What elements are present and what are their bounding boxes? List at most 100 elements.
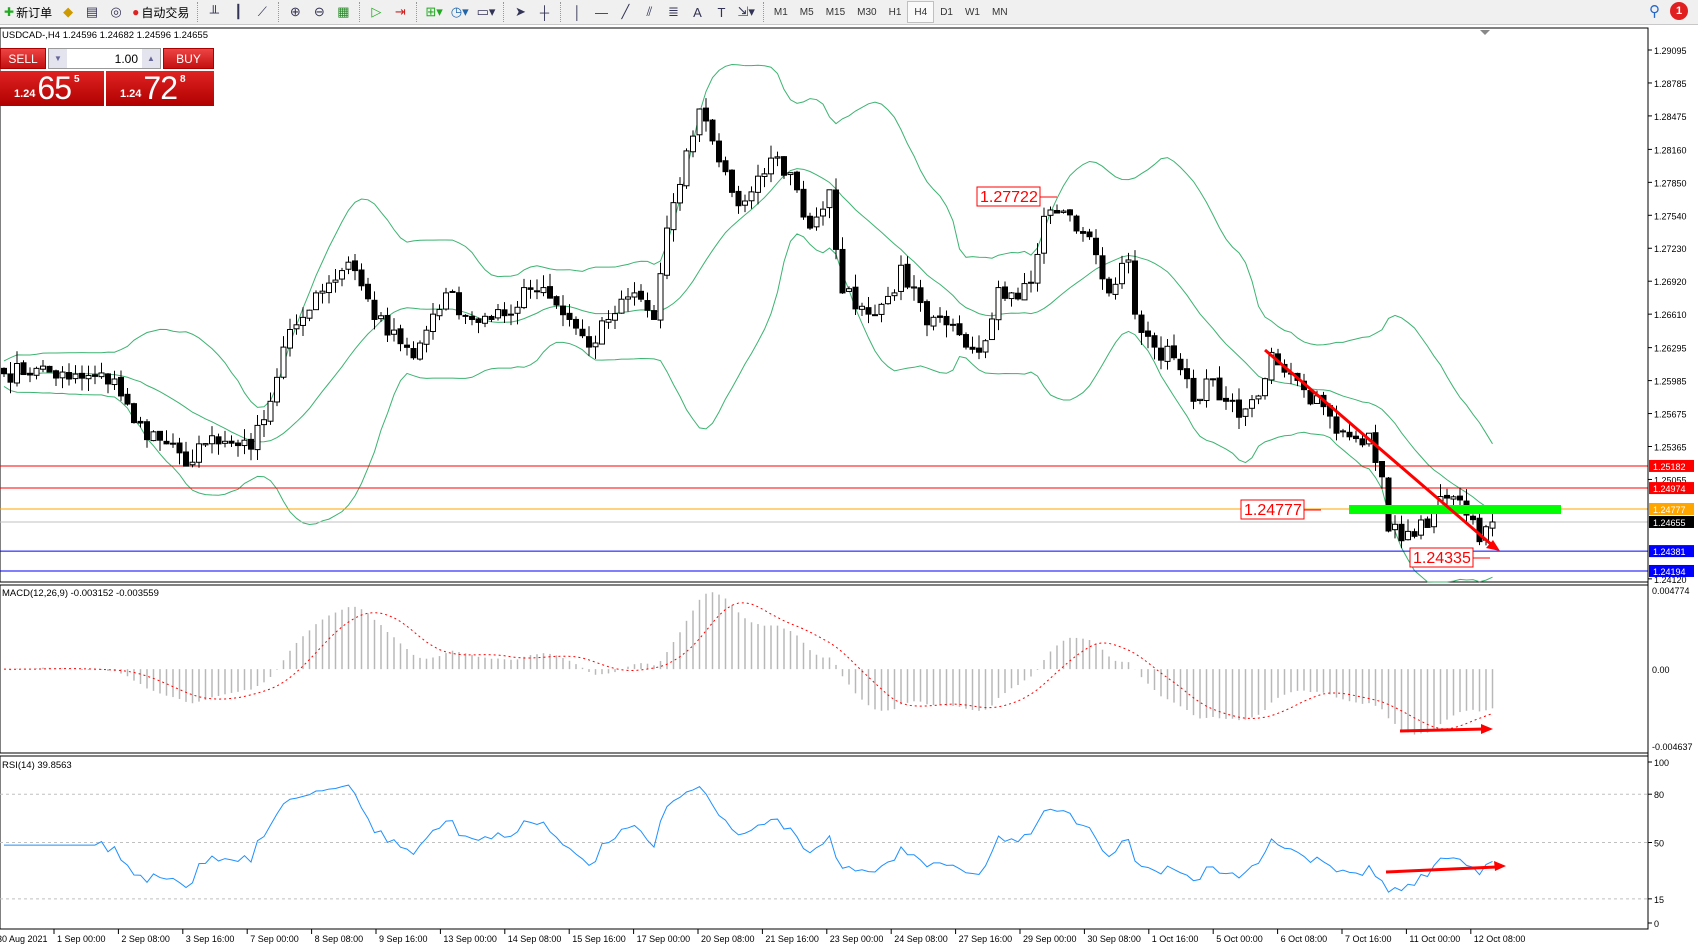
- candle: [1229, 393, 1236, 413]
- candle: [690, 130, 696, 158]
- timeframe-w1[interactable]: W1: [964, 6, 980, 18]
- bar-chart-icon[interactable]: ╨: [209, 4, 219, 20]
- candle: [157, 430, 163, 451]
- candlestick-icon[interactable]: ┃: [234, 4, 243, 19]
- bull-candle-body: [33, 367, 40, 376]
- candle: [404, 337, 410, 356]
- bear-candle-body: [1379, 460, 1385, 478]
- bear-candle-body: [1086, 231, 1093, 238]
- bear-candle-body: [1073, 215, 1080, 232]
- candle: [755, 164, 761, 205]
- candle: [235, 439, 241, 457]
- candle: [1405, 519, 1411, 541]
- lot-size-input[interactable]: ▼ 1.00 ▲: [48, 48, 161, 69]
- fibonacci-icon[interactable]: ≣: [668, 4, 679, 19]
- candle: [1470, 514, 1476, 525]
- auto-scroll-icon[interactable]: ▷: [371, 4, 382, 19]
- new-order-button[interactable]: ✚ 新订单: [4, 5, 53, 20]
- timeframe-d1[interactable]: D1: [940, 6, 953, 18]
- bull-candle-body: [462, 314, 469, 317]
- timeframe-m15[interactable]: M15: [825, 6, 846, 18]
- timeframe-m30[interactable]: M30: [857, 6, 877, 18]
- bear-candle-body: [1346, 431, 1353, 438]
- candle: [59, 366, 66, 389]
- candle: [1262, 377, 1268, 400]
- zoom-out-icon[interactable]: ⊖: [313, 4, 325, 19]
- bear-candle-body: [1015, 292, 1021, 300]
- line-chart-icon[interactable]: ⟋: [257, 4, 267, 19]
- candle: [118, 370, 124, 401]
- timeframe-h4[interactable]: H4: [907, 1, 935, 23]
- bear-candle-body: [917, 287, 924, 304]
- market-watch-icon[interactable]: ◆: [63, 4, 74, 19]
- candle: [1385, 476, 1392, 533]
- signals-icon[interactable]: ◎: [110, 4, 122, 19]
- bear-candle-body: [852, 286, 859, 310]
- timeframe-h1[interactable]: H1: [888, 6, 902, 18]
- sell-price[interactable]: 1.24 65 5: [0, 71, 104, 106]
- time-label: 7 Sep 00:00: [250, 934, 299, 944]
- candle: [774, 151, 781, 167]
- bear-candle-body: [560, 305, 566, 316]
- bear-candle-body: [638, 290, 644, 300]
- bear-candle-body: [1184, 368, 1190, 380]
- trendline-icon[interactable]: ╱: [621, 4, 630, 19]
- divider: [416, 2, 418, 22]
- equidistant-channel-icon[interactable]: ⫽: [646, 4, 653, 19]
- bear-candle-body: [1158, 347, 1164, 361]
- candle: [1424, 516, 1431, 528]
- chart-shift-icon[interactable]: ⇥: [394, 4, 406, 19]
- bear-candle-body: [716, 140, 722, 163]
- zoom-in-icon[interactable]: ⊕: [289, 4, 301, 19]
- toolbar: ✚ 新订单 ◆ ▤ ◎ ● 自动交易 ╨ ┃ ⟋ ⊕ ⊖ ▦ ▷ ⇥ ⊞▾ ◷▾ ▭…: [0, 0, 1698, 25]
- lot-decrease-icon[interactable]: ▼: [49, 49, 67, 68]
- navigator-icon[interactable]: ▤: [85, 4, 99, 19]
- bull-candle-body: [768, 157, 774, 175]
- periods-icon[interactable]: ◷▾: [450, 4, 469, 19]
- candle: [820, 201, 826, 226]
- candle: [1002, 281, 1008, 302]
- lot-value[interactable]: 1.00: [114, 51, 138, 66]
- vertical-line-icon[interactable]: │: [573, 4, 582, 20]
- templates-icon[interactable]: ▭▾: [476, 4, 496, 19]
- indicators-icon[interactable]: ⊞▾: [425, 4, 443, 19]
- candle: [488, 314, 495, 323]
- bull-candle-body: [1255, 395, 1262, 400]
- bear-candle-body: [735, 190, 742, 207]
- candle: [1398, 515, 1405, 549]
- crosshair-icon[interactable]: ┼: [539, 4, 550, 20]
- bull-candle-body: [306, 309, 313, 319]
- buy-price-prefix: 1.24: [120, 88, 142, 100]
- text-icon[interactable]: A: [693, 4, 702, 20]
- search-icon[interactable]: ⚲: [1649, 3, 1660, 20]
- bear-candle-body: [1216, 377, 1223, 401]
- timeframe-mn[interactable]: MN: [991, 6, 1008, 18]
- text-label-icon[interactable]: T: [717, 4, 726, 20]
- cursor-icon[interactable]: ➤: [515, 4, 526, 19]
- buy-price[interactable]: 1.24 72 8: [106, 71, 214, 106]
- candle: [787, 172, 794, 186]
- divider: [762, 2, 764, 22]
- buy-price-fraction: 8: [180, 74, 186, 85]
- lot-increase-icon[interactable]: ▲: [142, 49, 160, 68]
- auto-trading-button[interactable]: ● 自动交易: [132, 5, 190, 20]
- candle: [423, 325, 430, 353]
- notification-badge[interactable]: 1: [1670, 2, 1688, 20]
- sell-price-fraction: 5: [74, 74, 80, 85]
- bull-candle-body: [345, 261, 352, 270]
- timeframe-m1[interactable]: M1: [773, 6, 788, 18]
- price-marker-1.25182: 1.25182: [1653, 462, 1686, 472]
- timeframe-bar: M1 M5 M15 M30 H1 H4 D1 W1 MN: [768, 1, 1014, 23]
- tile-windows-icon[interactable]: ▦: [337, 4, 350, 19]
- horizontal-line-icon[interactable]: —: [594, 4, 608, 20]
- bear-candle-body: [1470, 515, 1476, 521]
- bull-candle-body: [170, 442, 176, 445]
- price-marker-box: [1649, 459, 1694, 472]
- bull-candle-body: [787, 172, 794, 176]
- sell-button[interactable]: SELL: [0, 48, 46, 69]
- candle: [800, 180, 807, 220]
- arrows-icon[interactable]: ⇲▾: [737, 4, 755, 19]
- buy-button[interactable]: BUY: [163, 48, 214, 69]
- timeframe-m5[interactable]: M5: [799, 6, 814, 18]
